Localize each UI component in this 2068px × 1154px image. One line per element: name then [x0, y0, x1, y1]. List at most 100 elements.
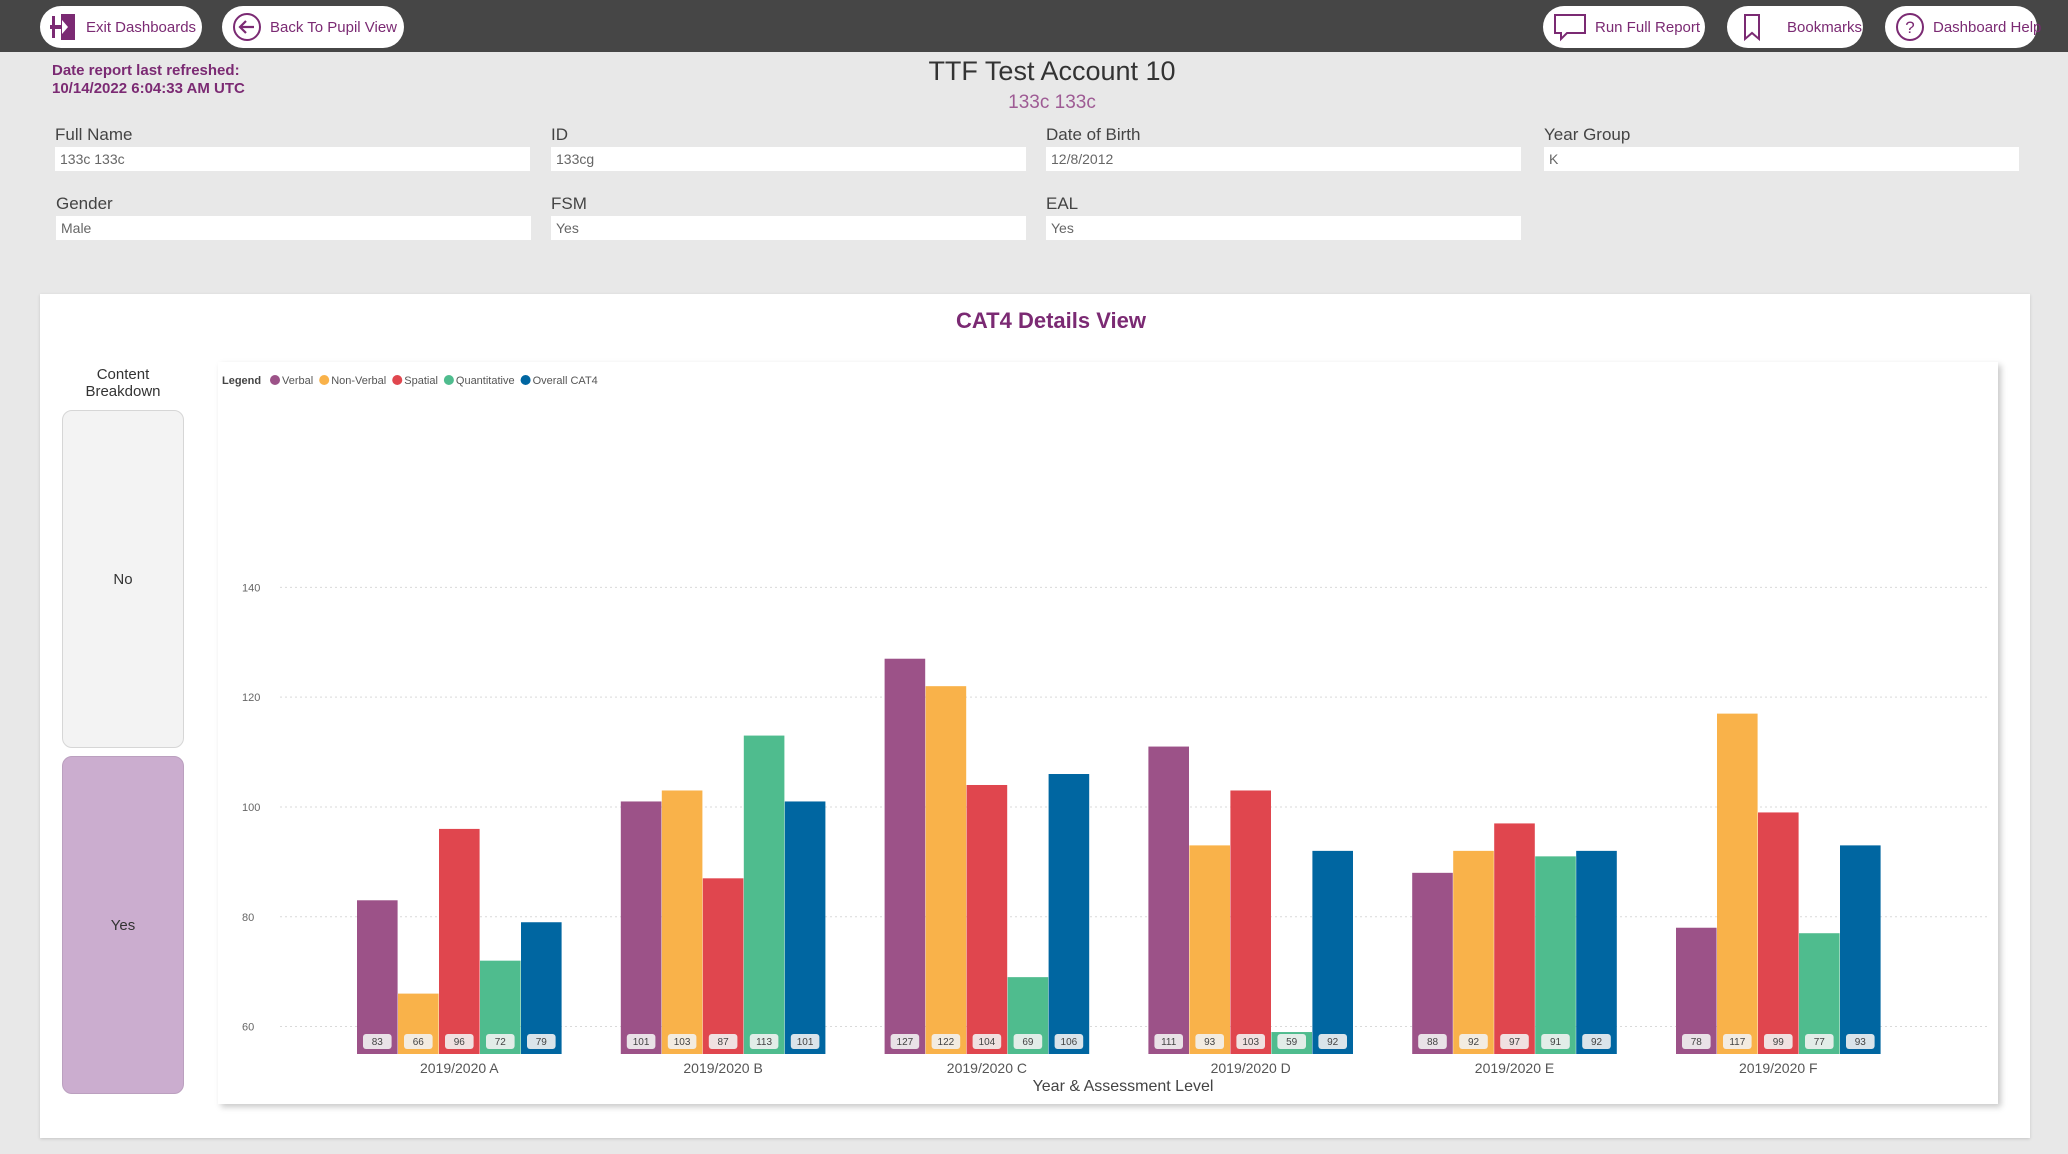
data-label-bg	[1013, 1034, 1043, 1049]
bar-quantitative	[1535, 856, 1576, 1054]
data-label-bg	[667, 1034, 697, 1049]
data-label-bg	[1418, 1034, 1447, 1049]
data-label-bg	[749, 1034, 779, 1049]
bar-spatial	[439, 828, 480, 1054]
data-label-bg	[1318, 1034, 1347, 1049]
bar-non-verbal	[1189, 845, 1230, 1054]
x-tick-label: 2019/2020 B	[683, 1060, 762, 1076]
pupil-name-subtitle: 133c 133c	[1008, 92, 1096, 113]
y-tick-label: 100	[242, 802, 260, 814]
run-full-report-button[interactable]: Run Full Report	[1543, 6, 1705, 48]
data-label-bg	[1541, 1034, 1570, 1049]
legend-item-spatial: Spatial	[404, 375, 438, 387]
bar-overall-cat4	[1576, 850, 1617, 1054]
full-name-field: Full Name 133c 133c	[55, 125, 530, 171]
data-label: 103	[674, 1037, 691, 1048]
bar-non-verbal	[925, 686, 967, 1054]
fsm-field: FSM Yes	[551, 194, 1026, 240]
data-label: 69	[1022, 1037, 1034, 1048]
back-arrow-icon	[233, 13, 261, 41]
account-title: TTF Test Account 10	[928, 56, 1176, 86]
bar-verbal	[357, 900, 398, 1054]
fsm-value: Yes	[551, 216, 1026, 240]
data-label-bg	[1582, 1034, 1611, 1049]
data-label: 93	[1855, 1037, 1867, 1048]
data-label-bg	[1154, 1034, 1183, 1049]
back-to-pupil-view-button[interactable]: Back To Pupil View	[222, 6, 404, 48]
bar-overall-cat4	[1312, 850, 1353, 1054]
bar-verbal	[884, 658, 926, 1054]
data-label: 96	[454, 1037, 466, 1048]
bar-verbal	[1412, 872, 1453, 1054]
dob-label: Date of Birth	[1046, 125, 1141, 144]
bookmarks-label: Bookmarks	[1787, 18, 1863, 36]
data-label: 111	[1161, 1037, 1177, 1048]
run-full-report-label: Run Full Report	[1595, 18, 1701, 36]
data-label: 122	[938, 1037, 955, 1048]
cat4-details-card: CAT4 Details View Content Breakdown No Y…	[40, 294, 2030, 1138]
cat4-bar-chart[interactable]: 6080100120140Mean Standard Age ScoreLege…	[218, 362, 1998, 1104]
data-label: 72	[495, 1037, 507, 1048]
legend-swatch	[270, 375, 280, 385]
data-label-bg	[1459, 1034, 1488, 1049]
id-value: 133cg	[551, 147, 1026, 171]
full-name-label: Full Name	[55, 125, 133, 144]
legend-item-non-verbal: Non-Verbal	[331, 375, 386, 387]
dashboard-help-button[interactable]: ? Dashboard Help	[1885, 6, 2041, 48]
data-label-bg	[1277, 1034, 1306, 1049]
id-field: ID 133cg	[551, 125, 1026, 171]
data-label: 87	[718, 1037, 730, 1048]
data-label-bg	[1805, 1034, 1834, 1049]
data-label-bg	[1682, 1034, 1711, 1049]
full-name-value: 133c 133c	[55, 147, 530, 171]
bar-verbal	[1676, 927, 1717, 1054]
data-label: 93	[1204, 1037, 1216, 1048]
svg-text:?: ?	[1905, 18, 1914, 37]
legend-item-quantitative: Quantitative	[456, 375, 515, 387]
data-label: 79	[536, 1037, 548, 1048]
legend-swatch	[443, 375, 454, 385]
bar-overall-cat4	[1840, 845, 1881, 1054]
id-label: ID	[551, 125, 568, 144]
gender-field: Gender Male	[56, 194, 531, 240]
dob-value: 12/8/2012	[1046, 147, 1521, 171]
content-breakdown-label: Content Breakdown	[85, 366, 161, 400]
data-label-bg	[626, 1034, 656, 1049]
y-tick-label: 140	[242, 582, 260, 594]
exit-door-icon	[50, 14, 75, 40]
bookmarks-button[interactable]: Bookmarks	[1727, 6, 1863, 48]
content-breakdown-yes-tile[interactable]: Yes	[62, 756, 184, 1094]
data-label: 104	[979, 1037, 996, 1048]
data-label: 83	[372, 1037, 384, 1048]
bookmark-icon	[1744, 14, 1760, 42]
legend-item-verbal: Verbal	[282, 375, 313, 387]
data-label: 101	[633, 1037, 650, 1048]
dashboard-help-label: Dashboard Help	[1933, 18, 2042, 36]
bar-verbal	[1148, 746, 1189, 1054]
eal-field: EAL Yes	[1046, 194, 1521, 240]
bar-overall-cat4	[784, 801, 826, 1054]
bar-spatial	[1758, 812, 1799, 1054]
year-group-label: Year Group	[1544, 125, 1631, 144]
data-label-bg	[1723, 1034, 1752, 1049]
data-label: 99	[1773, 1037, 1785, 1048]
gender-value: Male	[56, 216, 531, 240]
bar-overall-cat4	[521, 922, 562, 1054]
data-label: 59	[1286, 1037, 1298, 1048]
data-label-bg	[1500, 1034, 1529, 1049]
data-label-bg	[790, 1034, 820, 1049]
exit-dashboards-button[interactable]: Exit Dashboards	[40, 6, 202, 48]
data-label: 91	[1550, 1037, 1562, 1048]
data-label: 88	[1427, 1037, 1439, 1048]
legend-swatch	[319, 375, 330, 385]
x-axis-label: Year & Assessment Level	[1033, 1078, 1214, 1095]
back-to-pupil-view-label: Back To Pupil View	[270, 18, 398, 36]
y-tick-label: 60	[242, 1022, 254, 1034]
content-breakdown-no-tile[interactable]: No	[62, 410, 184, 748]
data-label: 127	[897, 1037, 914, 1048]
data-label: 97	[1509, 1037, 1521, 1048]
data-label: 66	[413, 1037, 425, 1048]
help-question-icon: ?	[1896, 13, 1924, 41]
refresh-label: Date report last refreshed:	[52, 62, 240, 79]
data-label-bg	[708, 1034, 738, 1049]
